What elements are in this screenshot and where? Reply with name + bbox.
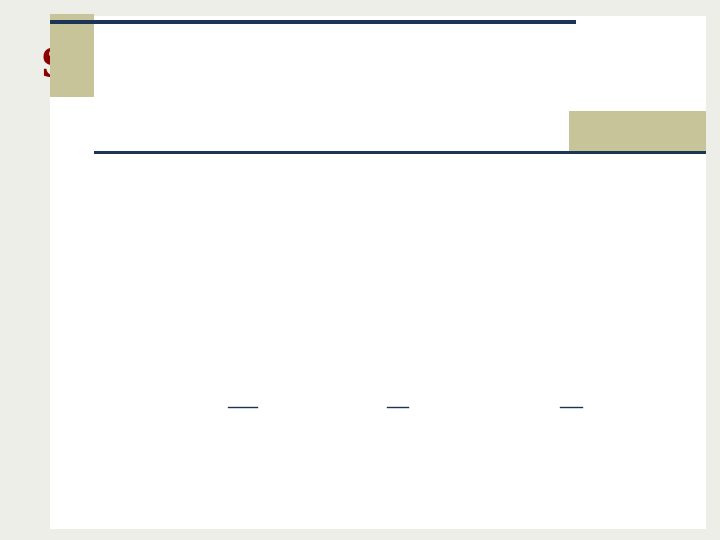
Text: ◆: ◆ [57, 203, 66, 213]
Text: Multiplier: Multiplier [112, 409, 184, 422]
Text: (4): (4) [565, 173, 587, 186]
Text: All Other Cost: All Other Cost [112, 284, 216, 297]
Text: =2.9%: =2.9% [258, 397, 310, 410]
Text: 35%: 35% [233, 205, 264, 218]
Text: (Non-extensive: (Non-extensive [519, 161, 633, 174]
Text: Profit: Profit [112, 323, 154, 336]
Text: 100%: 100% [228, 363, 269, 376]
Text: (3): (3) [396, 173, 418, 186]
Text: Category  B: Category B [532, 150, 620, 163]
Text: (extensive preparation): (extensive preparation) [318, 161, 496, 174]
Text: 35%: 35% [233, 409, 264, 422]
Text: Mark-Up: Mark-Up [112, 397, 175, 410]
Text: 55% of 30% =  17%: 55% of 30% = 17% [335, 245, 479, 258]
Text: Budget %: Budget % [212, 161, 284, 174]
Text: Operating: Operating [211, 150, 286, 163]
Text: 74: 74 [665, 511, 684, 525]
Text: 60% of 15% =   9%: 60% of 15% = 9% [337, 323, 477, 336]
Text: 40% of  13% =  5%: 40% of 13% = 5% [506, 245, 646, 258]
Text: 40% of 35%  = 14%: 40% of 35% = 14% [504, 205, 648, 218]
Text: 20%: 20% [233, 284, 264, 297]
Text: 40% of  15% =  6%: 40% of 15% = 6% [506, 323, 646, 336]
Text: =  2.4: = 2.4 [585, 397, 633, 410]
Text: Food Cost: Food Cost [112, 205, 186, 218]
Text: 60% of 13% =   8%: 60% of 13% = 8% [337, 284, 477, 297]
Text: =  3.2: = 3.2 [411, 397, 459, 410]
Text: 67%: 67% [391, 363, 423, 376]
Text: 30%: 30% [233, 245, 264, 258]
Text: 100%: 100% [228, 397, 269, 410]
Text: Preparation): Preparation) [112, 161, 207, 174]
Text: 21%: 21% [391, 409, 423, 422]
Text: Category  A: Category A [363, 150, 451, 163]
Text: 40% of  20% =  8%: 40% of 20% = 8% [506, 284, 646, 297]
Text: Calculations: Calculations [224, 80, 496, 118]
Text: 33%: 33% [560, 363, 592, 376]
Text: (2): (2) [238, 173, 259, 186]
Text: Budget Item: Budget Item [112, 150, 204, 163]
Text: Items: Items [386, 185, 428, 198]
Text: 14%: 14% [560, 409, 592, 422]
Text: 33%: 33% [560, 397, 592, 410]
Text: 15%: 15% [233, 323, 264, 336]
Text: Items: Items [555, 185, 597, 198]
Text: Labour Cost: Labour Cost [112, 245, 202, 258]
Text: Specific Prime Cost Method -: Specific Prime Cost Method - [41, 48, 679, 85]
Text: ◆: ◆ [57, 165, 66, 175]
Text: 67%: 67% [387, 397, 418, 410]
Text: (1): (1) [112, 173, 133, 186]
Text: Total: Total [112, 363, 148, 376]
Text: 60% of 35% =  21%: 60% of 35% = 21% [335, 205, 479, 218]
